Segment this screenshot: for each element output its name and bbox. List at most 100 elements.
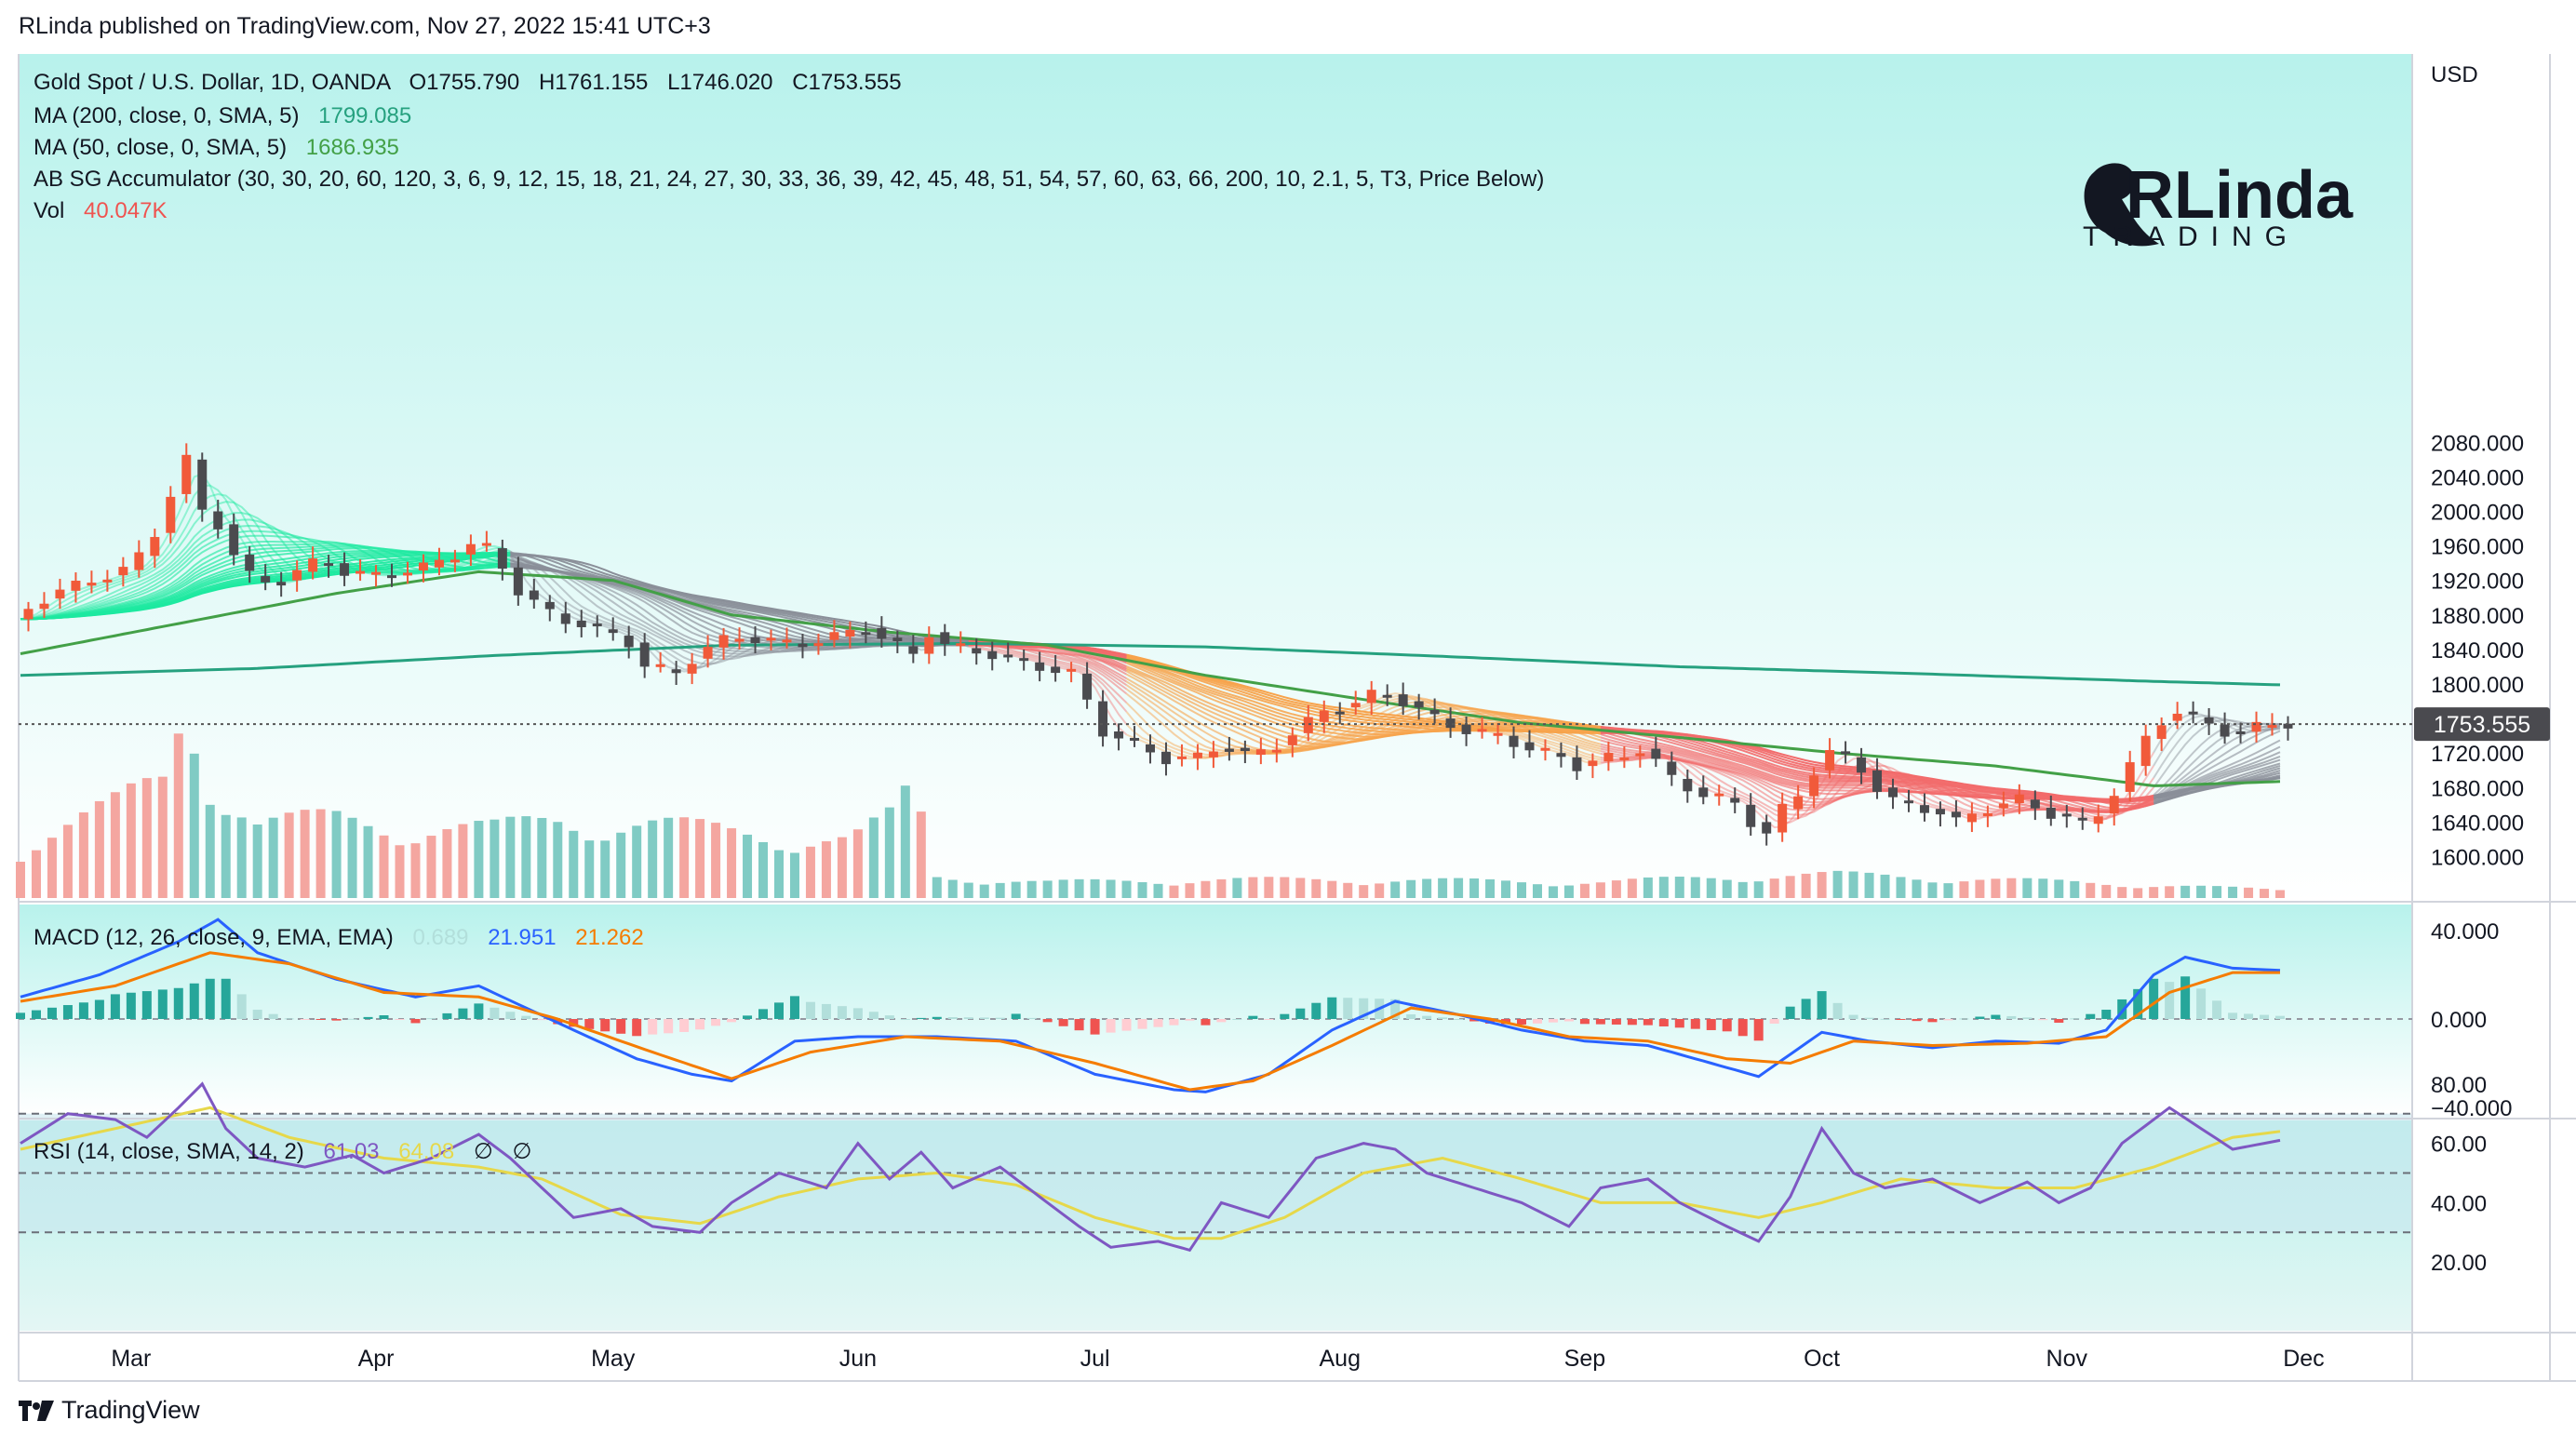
candle-body xyxy=(592,623,602,627)
time-axis-label: May xyxy=(591,1346,636,1372)
macd-hist-bar xyxy=(442,1012,452,1019)
rsi-legend[interactable]: RSI (14, close, SMA, 14, 2) 61.03 64.08 … xyxy=(34,1139,531,1164)
candle-body xyxy=(1841,751,1851,755)
candle-body xyxy=(1224,748,1234,752)
macd-hist-bar xyxy=(995,1017,1005,1019)
volume-bar xyxy=(1454,878,1464,898)
candle-body xyxy=(166,496,176,533)
volume-bar xyxy=(1153,883,1163,898)
ribbon-line xyxy=(968,642,1128,713)
volume-bar xyxy=(458,824,468,898)
volume-bar xyxy=(1595,882,1605,898)
macd-hist-bar xyxy=(1327,997,1337,1019)
macd-tick: 0.000 xyxy=(2431,1008,2487,1033)
candle-body xyxy=(1382,694,1392,698)
macd-hist-bar xyxy=(1991,1014,2001,1019)
macd-hist-bar xyxy=(205,978,215,1019)
ribbon-line xyxy=(968,641,1128,726)
macd-histogram xyxy=(16,976,2285,1041)
ribbon-line xyxy=(1125,688,1602,756)
macd-hist-bar xyxy=(379,1015,389,1019)
volume-bar xyxy=(569,830,579,898)
price-tick: 2040.000 xyxy=(2431,465,2524,490)
volume-bar xyxy=(410,843,421,898)
ribbon-line xyxy=(2153,739,2281,802)
candle-body xyxy=(1414,701,1424,708)
candle-body xyxy=(213,511,223,530)
last-price-label: 1753.555 xyxy=(2434,712,2530,738)
candle-body xyxy=(2188,711,2198,715)
price-tick: 1800.000 xyxy=(2431,673,2524,698)
candle-body xyxy=(750,637,760,644)
macd-legend[interactable]: MACD (12, 26, close, 9, EMA, EMA) 0.689 … xyxy=(34,925,644,950)
volume-bar xyxy=(1912,879,1922,898)
macd-hist-bar xyxy=(490,1007,500,1019)
candle-body xyxy=(356,570,366,574)
volume-bar xyxy=(1058,879,1068,898)
tradingview-footer[interactable]: TradingView xyxy=(19,1396,200,1425)
candle-body xyxy=(1793,796,1804,810)
volume-bar xyxy=(331,811,342,898)
ma200-legend[interactable]: MA (200, close, 0, SMA, 5) 1799.085 xyxy=(34,103,411,128)
macd-hist-bar xyxy=(16,1012,25,1019)
volume-legend[interactable]: Vol 40.047K xyxy=(34,198,167,223)
candle-body xyxy=(940,632,950,644)
candle-body xyxy=(1319,710,1329,722)
rsi-axis-ticks: 80.00 60.00 40.00 20.00 xyxy=(2431,1073,2487,1276)
candle-body xyxy=(1619,757,1630,760)
macd-hist-bar xyxy=(284,1018,294,1020)
macd-hist-bar xyxy=(2165,982,2175,1019)
candle-body xyxy=(1762,822,1772,834)
macd-hist-bar xyxy=(1896,1019,1906,1020)
candle-body xyxy=(576,620,586,627)
volume-bar xyxy=(664,817,674,898)
rsi-value: 61.03 xyxy=(323,1139,379,1164)
macd-hist-bar xyxy=(2022,1017,2033,1019)
macd-hist-bar xyxy=(2228,1012,2238,1019)
volume-bar xyxy=(727,828,737,898)
candle-body xyxy=(2235,731,2246,735)
macd-hist-bar xyxy=(947,1017,958,1019)
candle-body xyxy=(877,627,887,639)
candle-body xyxy=(861,632,871,636)
logo-head-icon xyxy=(2084,163,2159,247)
volume-bar xyxy=(1137,881,1147,898)
macd-hist-bar xyxy=(1579,1019,1590,1025)
volume-bar xyxy=(1753,881,1764,898)
volume-bar xyxy=(1548,886,1558,898)
volume-bar xyxy=(1390,881,1401,898)
macd-hist-bar xyxy=(2070,1018,2080,1020)
volume-bar xyxy=(1074,878,1084,898)
macd-hist-bar xyxy=(1959,1018,1969,1020)
candle-body xyxy=(1398,694,1408,706)
macd-hist-bar xyxy=(1201,1019,1211,1026)
price-tick: 2000.000 xyxy=(2431,501,2524,526)
candle-body xyxy=(23,609,34,620)
volume-bar xyxy=(2244,887,2254,898)
candle-body xyxy=(1035,662,1045,671)
candle-body xyxy=(292,570,302,581)
ma50-legend[interactable]: MA (50, close, 0, SMA, 5) 1686.935 xyxy=(34,135,399,160)
sg-accumulator-legend[interactable]: AB SG Accumulator (30, 30, 20, 60, 120, … xyxy=(34,167,1544,192)
rsi-label: RSI (14, close, SMA, 14, 2) xyxy=(34,1139,304,1164)
volume-bar xyxy=(2180,885,2191,898)
volume-bar xyxy=(537,817,547,898)
volume-bar xyxy=(205,804,215,898)
volume-bar xyxy=(78,811,88,898)
symbol-legend[interactable]: Gold Spot / U.S. Dollar, 1D, OANDA O1755… xyxy=(34,70,902,95)
macd-hist-bar xyxy=(679,1019,690,1032)
candle-body xyxy=(324,563,334,567)
macd-hist-bar xyxy=(2038,1019,2048,1021)
macd-hist-bar xyxy=(1011,1013,1021,1019)
ribbon-line xyxy=(20,492,511,621)
time-axis-label: Jun xyxy=(839,1346,877,1372)
candle-body xyxy=(276,582,287,586)
candle-body xyxy=(1146,744,1155,753)
volume-bar xyxy=(2260,889,2270,898)
macd-hist-bar xyxy=(1216,1019,1227,1023)
macd-hist-bar xyxy=(363,1016,373,1019)
macd-hist-bar xyxy=(1532,1019,1542,1024)
rsi-tick: 80.00 xyxy=(2431,1073,2487,1098)
candle-body xyxy=(134,552,144,570)
